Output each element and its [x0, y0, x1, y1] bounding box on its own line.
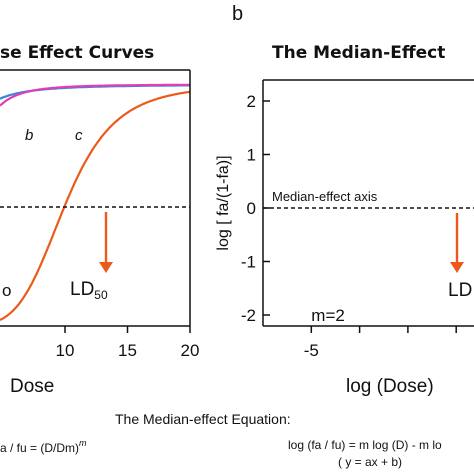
panel-b-letter: b: [232, 3, 243, 25]
equations-block: The Median-effect Equation: a / fu = (D/…: [0, 411, 442, 469]
panel-b-y-tick-label: 2: [247, 92, 256, 111]
equations-title: The Median-effect Equation:: [115, 411, 291, 427]
panel-b-ld-arrow: [450, 213, 464, 273]
panel-b-y-tick-label: 1: [247, 146, 256, 165]
panel-b-slope-label: m=2: [311, 306, 345, 325]
panel-b-y-axis-label: log [ fa/(1-fa)]: [215, 155, 232, 250]
panel-a-ld50-arrow: [99, 212, 113, 273]
panel-a-title: se Effect Curves: [0, 43, 154, 63]
panel-a-x-tick-label: 10: [56, 341, 75, 360]
panel-b-median-effect-axis-label: Median-effect axis: [272, 189, 378, 204]
equation-right-line1: log (fa / fu) = m log (D) - m lo: [288, 438, 442, 452]
panel-b-median-effect: b The Median-Effect Median-effect axis -…: [215, 3, 474, 397]
panel-b-ld-label: LD: [448, 280, 472, 301]
panel-a-partial-label: o: [2, 281, 11, 300]
panel-b-line-labels: m=235ab: [311, 306, 345, 325]
equation-right-line2: ( y = ax + b): [338, 455, 402, 469]
panel-b-x-axis-label: log (Dose): [346, 376, 434, 397]
panel-b-y-tick-label: -2: [241, 306, 256, 325]
panel-a-curve-c: [0, 90, 191, 321]
panel-a-curve-b: [0, 83, 190, 107]
panel-a-ticks: 10 15 20: [56, 326, 200, 360]
panel-b-y-tick-label: -1: [241, 253, 256, 272]
panel-a-curve-label-b: b: [25, 127, 33, 144]
panel-b-y-tick-label: 0: [247, 199, 256, 218]
panel-b-title: The Median-Effect: [272, 43, 445, 63]
panel-a-curves: [0, 83, 191, 321]
equation-left: a / fu = (D/Dm)m: [0, 438, 87, 455]
panel-a-x-tick-label: 15: [118, 341, 137, 360]
panel-a-ld50-label: LD50: [70, 279, 108, 302]
panel-a-curve-label-c: c: [75, 127, 83, 144]
panel-b-x-tick-label: -5: [304, 341, 319, 360]
panel-a-x-axis-label: Dose: [10, 376, 54, 397]
panel-a-x-tick-label: 20: [181, 341, 200, 360]
